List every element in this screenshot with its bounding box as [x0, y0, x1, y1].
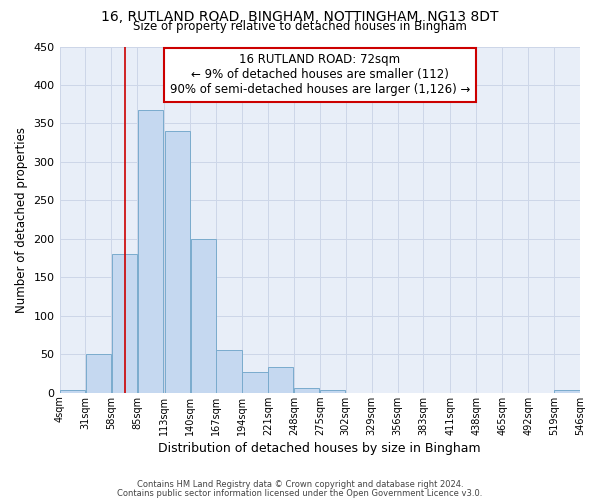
X-axis label: Distribution of detached houses by size in Bingham: Distribution of detached houses by size … [158, 442, 481, 455]
Bar [191, 239, 215, 393]
Bar [86, 354, 111, 393]
Bar [138, 110, 163, 393]
Y-axis label: Number of detached properties: Number of detached properties [15, 126, 28, 312]
Bar [320, 390, 346, 393]
Bar [294, 388, 319, 393]
Bar [164, 131, 190, 393]
Bar [242, 372, 268, 393]
Text: Size of property relative to detached houses in Bingham: Size of property relative to detached ho… [133, 20, 467, 33]
Text: 16 RUTLAND ROAD: 72sqm
← 9% of detached houses are smaller (112)
90% of semi-det: 16 RUTLAND ROAD: 72sqm ← 9% of detached … [170, 54, 470, 96]
Text: Contains public sector information licensed under the Open Government Licence v3: Contains public sector information licen… [118, 488, 482, 498]
Bar [60, 390, 85, 393]
Bar [554, 390, 580, 393]
Text: Contains HM Land Registry data © Crown copyright and database right 2024.: Contains HM Land Registry data © Crown c… [137, 480, 463, 489]
Bar [268, 368, 293, 393]
Bar [112, 254, 137, 393]
Bar [217, 350, 242, 393]
Text: 16, RUTLAND ROAD, BINGHAM, NOTTINGHAM, NG13 8DT: 16, RUTLAND ROAD, BINGHAM, NOTTINGHAM, N… [101, 10, 499, 24]
